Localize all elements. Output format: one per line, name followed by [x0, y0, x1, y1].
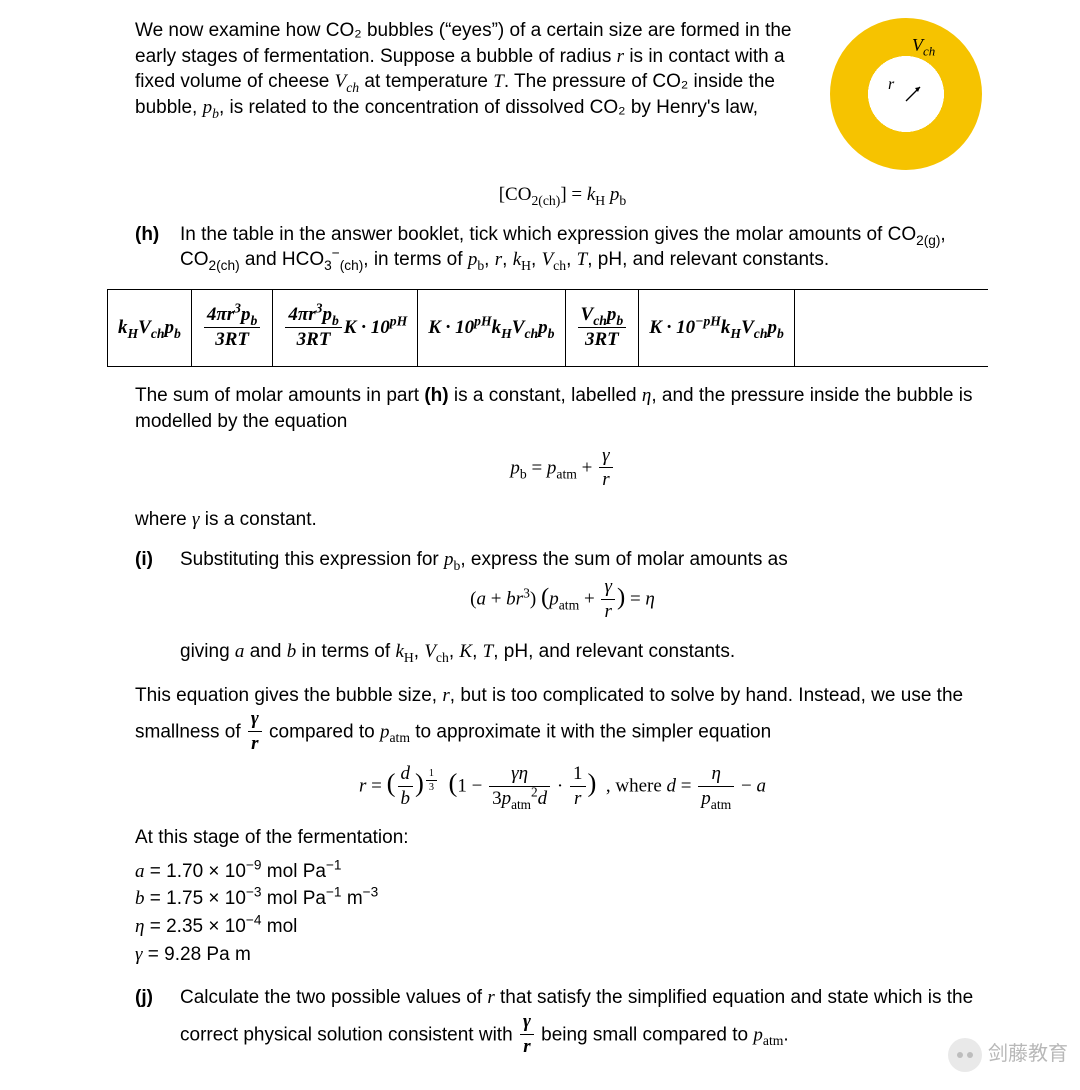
- eq-henry: [CO2(ch)] = kH pb: [135, 182, 990, 208]
- eq-r: r = (db)13 (1 − γη3patm2d · 1r) , where …: [135, 763, 990, 811]
- cheese-bubble-diagram: Vch r: [830, 18, 990, 178]
- option-cell: 4πr3pb3RT: [192, 290, 273, 366]
- body-j: Calculate the two possible values of r t…: [180, 985, 990, 1059]
- option-cell: K · 10−pHkHVchpb: [639, 290, 795, 366]
- label-j: (j): [135, 985, 180, 1011]
- body-h: In the table in the answer booklet, tick…: [180, 222, 990, 273]
- values-block: a = 1.70 × 10−9 mol Pa−1 b = 1.75 × 10−3…: [135, 859, 990, 968]
- radius-arrow-icon: [904, 83, 924, 103]
- diagram-r-label: r: [888, 74, 894, 96]
- watermark-icon: [948, 1038, 982, 1072]
- watermark: 剑藤教育: [948, 1038, 1068, 1072]
- diagram-vch-label: Vch: [912, 33, 935, 57]
- val-eta: η = 2.35 × 10−4 mol: [135, 914, 990, 940]
- stage-line: At this stage of the fermentation:: [135, 825, 990, 851]
- eq-i: (a + br3) (patm + γr) = η: [135, 576, 990, 624]
- sym-Vch: Vch: [335, 71, 360, 92]
- approx-paragraph: This equation gives the bubble size, r, …: [135, 683, 990, 757]
- gamma-const-line: where γ is a constant.: [135, 507, 990, 533]
- intro-text: We now examine how CO₂ bubbles (“eyes”) …: [135, 18, 830, 121]
- val-a: a = 1.70 × 10−9 mol Pa−1: [135, 859, 990, 885]
- val-b: b = 1.75 × 10−3 mol Pa−1 m−3: [135, 886, 990, 912]
- option-cell: 4πr3pb3RTK · 10pH: [273, 290, 418, 366]
- question-i: (i) Substituting this expression for pb,…: [135, 547, 990, 573]
- options-table: kHVchpb4πr3pb3RT4πr3pb3RTK · 10pHK · 10p…: [107, 289, 988, 367]
- val-gamma: γ = 9.28 Pa m: [135, 942, 990, 968]
- intro-block: We now examine how CO₂ bubbles (“eyes”) …: [135, 18, 990, 178]
- option-cell: Vchpb3RT: [566, 290, 640, 366]
- after-i-text: giving a and b in terms of kH, Vch, K, T…: [180, 639, 990, 665]
- option-cell: kHVchpb: [108, 290, 192, 366]
- sym-T: T: [493, 71, 504, 92]
- option-cell: K · 10pHkHVchpb: [418, 290, 565, 366]
- document-page: We now examine how CO₂ bubbles (“eyes”) …: [0, 0, 1080, 1090]
- sym-pb: pb: [203, 97, 219, 118]
- question-j: (j) Calculate the two possible values of…: [135, 985, 990, 1059]
- intro-text-e: , is related to the concentration of dis…: [219, 97, 758, 118]
- sym-r: r: [617, 46, 624, 67]
- body-i: Substituting this expression for pb, exp…: [180, 547, 990, 573]
- label-h: (h): [135, 222, 180, 248]
- after-h-text: The sum of molar amounts in part (h) is …: [135, 383, 990, 434]
- watermark-text: 剑藤教育: [988, 1041, 1068, 1068]
- intro-text-c: at temperature: [359, 71, 493, 92]
- label-i: (i): [135, 547, 180, 573]
- eq-pb: pb = patm + γr: [135, 445, 990, 493]
- question-h: (h) In the table in the answer booklet, …: [135, 222, 990, 273]
